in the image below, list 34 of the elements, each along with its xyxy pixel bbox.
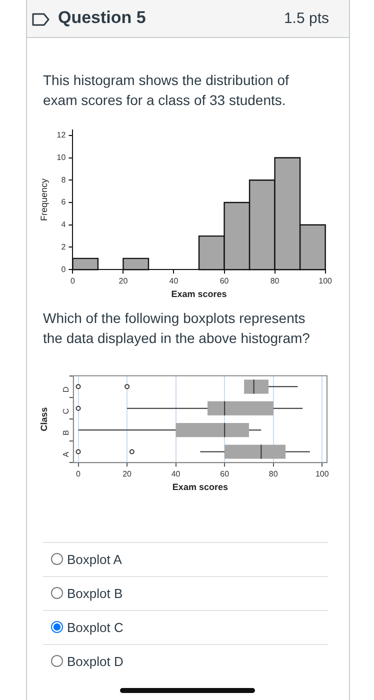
x-axis-title: Exam scores	[172, 482, 228, 492]
x-tick-label: 60	[220, 276, 230, 286]
y-tick-label: 8	[61, 175, 66, 184]
text: 1.5 pts	[284, 10, 329, 27]
y-tick-label: 6	[61, 198, 66, 207]
x-axis-title: Exam scores	[171, 289, 227, 300]
y-tick-label: 4	[61, 220, 66, 230]
x-tick-label: 100	[318, 276, 333, 286]
y-tick-label: 0	[61, 264, 66, 274]
x-tick-label: 100	[315, 470, 330, 479]
x-tick-label: 0	[76, 470, 82, 479]
text: Boxplot A	[67, 552, 122, 567]
chart-title: Question 5	[58, 8, 146, 28]
text: Boxplot C	[67, 620, 124, 635]
x-tick-label: 80	[270, 276, 280, 286]
y-tick-label: 12	[56, 130, 66, 140]
x-tick-label: 40	[171, 470, 181, 479]
y-tick-label: C	[62, 408, 71, 414]
y-axis-title: Frequency	[38, 178, 49, 221]
text: This histogram shows the distribution of exam scores for a class of 33 students.	[43, 71, 290, 110]
y-tick-label: A	[62, 451, 71, 458]
x-tick-label: 20	[122, 470, 132, 479]
text: Boxplot D	[67, 654, 124, 669]
x-tick-label: 80	[268, 470, 278, 479]
text: Boxplot B	[67, 586, 123, 601]
x-tick-label: 60	[220, 470, 230, 479]
y-tick-label: 2	[61, 242, 66, 252]
x-tick-label: 20	[118, 276, 128, 286]
text: Which of the following boxplots represents the data displayed in the above histogram?	[43, 309, 311, 348]
x-tick-label: 40	[169, 276, 179, 286]
y-tick-label: 10	[56, 152, 66, 162]
y-tick-label: D	[62, 386, 71, 392]
y-tick-label: B	[62, 430, 71, 436]
y-axis-title: Class	[38, 407, 49, 432]
